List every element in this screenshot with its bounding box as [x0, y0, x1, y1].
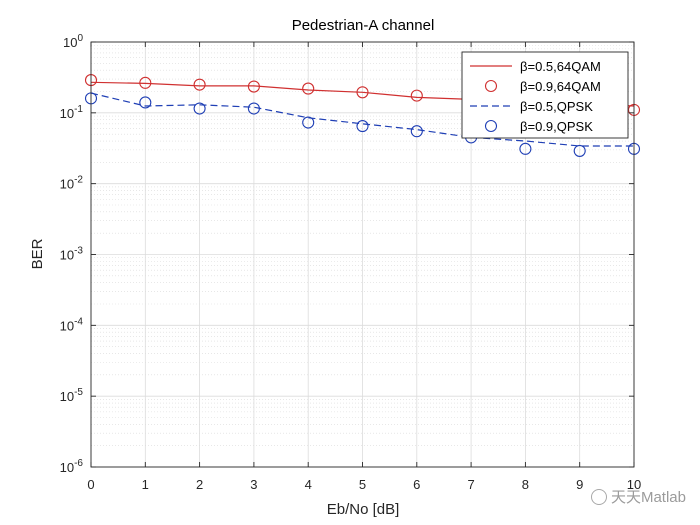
y-tick-label: 10-3 [60, 246, 84, 263]
series-point-1 [193, 78, 206, 91]
legend-swatch-3 [484, 119, 498, 133]
x-tick-label: 4 [305, 477, 312, 492]
x-tick-label: 1 [142, 477, 149, 492]
x-axis-label: Eb/No [dB] [327, 501, 400, 518]
x-tick-labels: 0 1 2 3 4 5 6 7 8 9 10 [87, 477, 641, 492]
chart-title: Pedestrian-A channel [292, 17, 435, 34]
legend-entry-1: β=0.9,64QAM [520, 79, 601, 94]
series-point-1 [410, 89, 423, 102]
series-line-2 [90, 92, 634, 147]
x-tick-label: 9 [576, 477, 583, 492]
y-tick-label: 10-5 [60, 387, 84, 404]
legend-swatch-1 [484, 79, 498, 93]
chart-legend: β=0.5,64QAM β=0.9,64QAM β=0.5,QPSK β=0.9,QP… [461, 51, 629, 139]
series-point-3 [193, 102, 206, 115]
series-point-1 [139, 76, 152, 89]
legend-entry-3: β=0.9,QPSK [520, 119, 593, 134]
y-tick-label: 10-2 [60, 175, 84, 192]
series-point-3 [519, 142, 532, 155]
legend-entry-2: β=0.5,QPSK [520, 99, 593, 114]
x-tick-label: 8 [522, 477, 529, 492]
series-point-3 [247, 102, 260, 115]
series-point-1 [302, 82, 315, 95]
x-tick-label: 7 [467, 477, 474, 492]
watermark-text: 天天Matlab [610, 489, 686, 506]
series-point-3 [356, 120, 369, 133]
y-axis-label: BER [29, 238, 46, 269]
watermark: 天天Matlab [590, 486, 686, 507]
x-tick-label: 10 [627, 477, 641, 492]
x-tick-label: 6 [413, 477, 420, 492]
series-point-3 [573, 144, 586, 157]
series-point-3 [302, 116, 315, 129]
y-tick-label: 100 [63, 33, 83, 50]
y-tick-label: 10-6 [60, 458, 84, 475]
axes [90, 41, 635, 468]
x-tick-label: 3 [250, 477, 257, 492]
y-tick-label: 10-4 [60, 316, 84, 333]
y-tick-labels: 10-6 10-5 10-4 10-3 10-2 10-1 100 [60, 33, 84, 475]
series-point-3 [410, 125, 423, 138]
x-tick-label: 2 [196, 477, 203, 492]
series-point-1 [356, 86, 369, 99]
y-tick-label: 10-1 [60, 104, 84, 121]
series-point-1 [247, 80, 260, 93]
x-tick-label: 5 [359, 477, 366, 492]
series-point-3 [139, 96, 152, 109]
wechat-icon [590, 489, 607, 505]
legend-entry-0: β=0.5,64QAM [520, 59, 601, 74]
x-tick-label: 0 [87, 477, 94, 492]
